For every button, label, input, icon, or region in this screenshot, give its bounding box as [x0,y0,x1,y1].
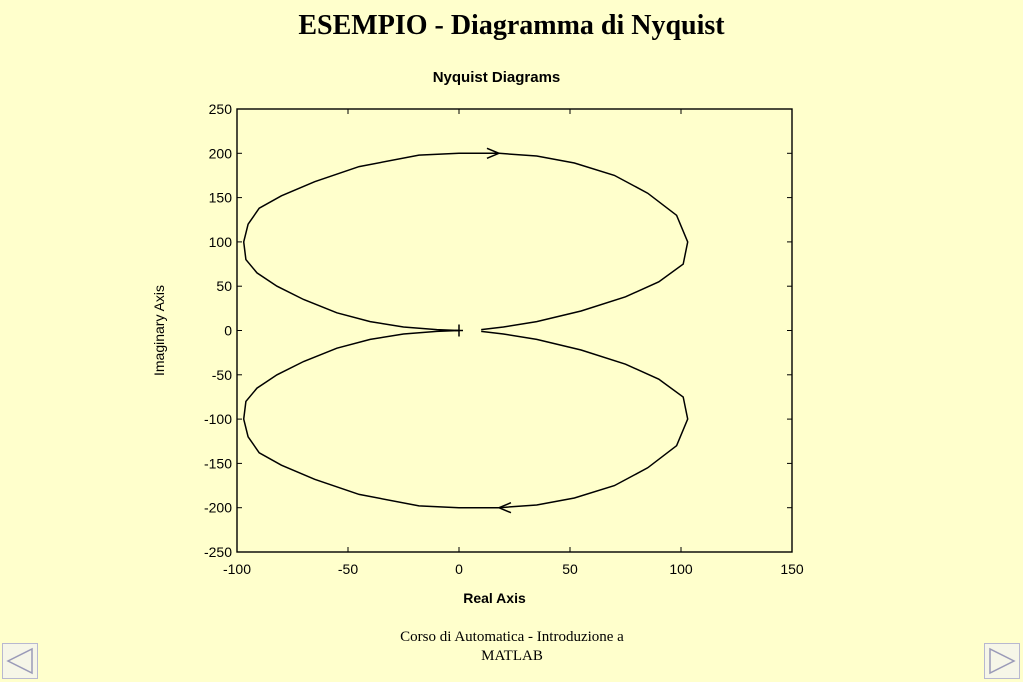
x-tick-label: 0 [455,561,463,577]
triangle-left-icon [6,647,33,675]
direction-arrow [486,147,501,159]
chart-title: Nyquist Diagrams [433,69,561,86]
y-tick-label: 50 [216,278,232,294]
y-tick-label: -150 [204,455,232,471]
footer-line-1: Corso di Automatica - Introduzione a [400,629,624,645]
x-tick-label: 100 [669,561,693,577]
footer-line-2: MATLAB [481,648,543,664]
x-axis-label: Real Axis [463,590,526,606]
y-tick-label: 150 [209,190,233,206]
y-axis-label: Imaginary Axis [151,285,167,376]
plot-area-frame [236,108,793,553]
footer-text: Corso di Automatica - Introduzione a MAT… [362,628,662,666]
x-tick-label: -50 [338,561,358,577]
y-tick-label: 0 [224,323,232,339]
y-tick-label: 250 [209,101,233,117]
series-line-negative [242,329,689,509]
nyquist-curves [242,147,689,514]
y-tick-label: 100 [209,234,233,250]
y-tick-label: 200 [209,145,233,161]
y-tick-label: -200 [204,500,232,516]
series-line-positive [242,152,689,332]
next-slide-button[interactable] [984,643,1020,679]
x-tick-label: 50 [562,561,578,577]
slide-title: ESEMPIO - Diagramma di Nyquist [298,10,725,41]
y-tick-label: -50 [212,367,232,383]
x-tick-label: 150 [780,561,804,577]
critical-point-marker [455,324,463,337]
triangle-right-icon [989,647,1016,675]
axis-ticks: -100 -50 0 50 100 150 -250 -200 -150 -100 -50 0 50 10… [204,101,804,577]
direction-arrow [497,502,512,514]
y-tick-label: -100 [204,411,232,427]
x-tick-label: -100 [223,561,251,577]
y-tick-label: -250 [204,544,232,560]
previous-slide-button[interactable] [2,643,38,679]
